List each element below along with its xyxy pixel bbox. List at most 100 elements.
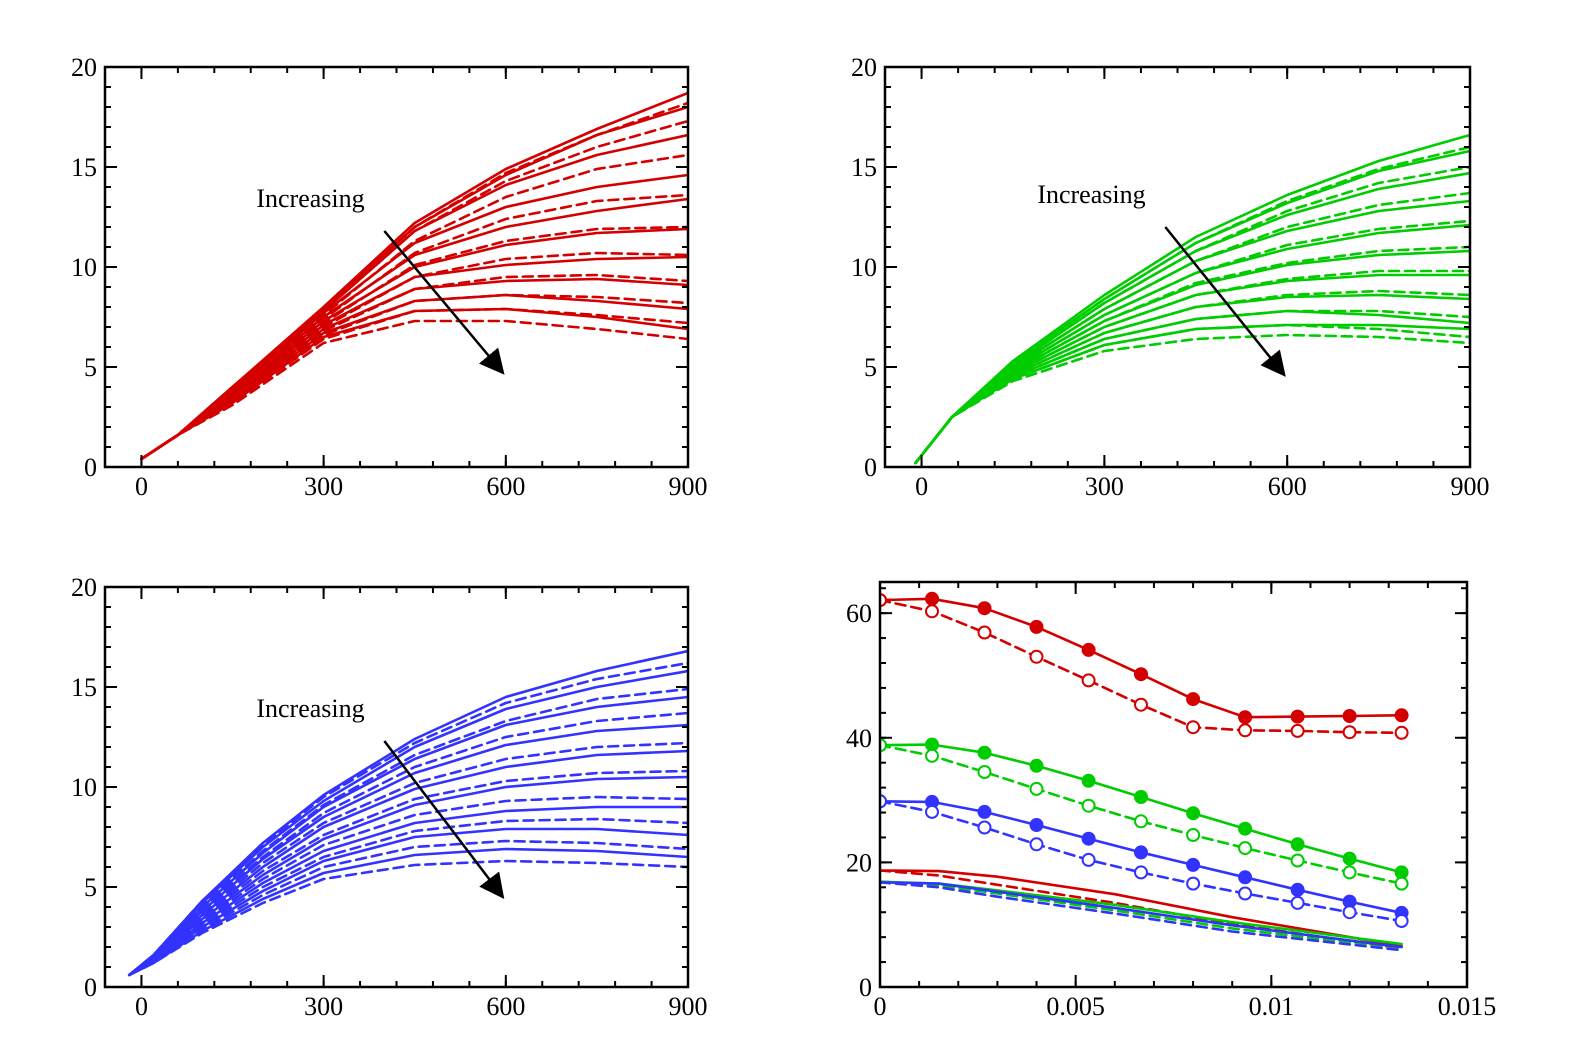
data-point <box>1081 852 1096 867</box>
series-line-20 <box>140 319 688 461</box>
x-tick-label: 0.015 <box>1438 992 1497 1021</box>
x-tick-label: 900 <box>669 992 708 1021</box>
data-point <box>1342 851 1357 866</box>
y-tick-label: 40 <box>846 724 872 753</box>
data-point <box>1134 667 1148 682</box>
series-line-16 <box>128 839 688 977</box>
annotation-arrow <box>1164 226 1286 377</box>
y-tick-label: 10 <box>851 253 877 282</box>
y-tick-label: 20 <box>846 848 872 877</box>
y-tick-label: 10 <box>71 253 97 282</box>
y-tick-label: 20 <box>71 573 97 602</box>
series-line-10 <box>140 225 688 461</box>
data-point <box>880 794 887 809</box>
x-tick-label: 300 <box>1085 472 1124 501</box>
data-point <box>1029 619 1044 634</box>
panel-top-left: 0 300 600 900 0 5 10 15 20 Increasing <box>71 53 708 501</box>
x-tick-label: 0.005 <box>1046 992 1105 1021</box>
y-tick-label: 0 <box>84 453 97 482</box>
x-tick-label: 0 <box>135 472 148 501</box>
data-point <box>1394 876 1409 891</box>
data-point <box>1238 821 1253 836</box>
annotation-arrow <box>383 740 505 899</box>
y-tick-label: 60 <box>846 599 872 628</box>
data-point <box>1290 882 1305 897</box>
panel-bottom-right: 0 0.005 0.01 0.015 0 20 40 60 <box>846 580 1497 1021</box>
series-group <box>914 133 1470 465</box>
data-point <box>1394 725 1409 740</box>
data-point <box>1186 828 1201 842</box>
series-line-19 <box>140 307 688 461</box>
series-line-5 <box>914 171 1470 465</box>
panel-top-right: 0 300 600 900 0 5 10 15 20 Increasing <box>851 53 1490 501</box>
panel-bottom-left: 0 300 600 900 0 5 10 15 20 Increasing <box>71 573 708 1021</box>
series-line-5 <box>128 695 688 977</box>
data-point <box>1081 673 1096 688</box>
y-tick-label: 0 <box>859 973 872 1002</box>
series-line-10 <box>128 769 688 977</box>
data-point <box>1029 818 1044 832</box>
y-tick-label: 5 <box>864 353 877 382</box>
series-line-2 <box>880 598 1403 735</box>
series-line-8 <box>128 741 688 977</box>
data-point <box>1186 720 1201 735</box>
data-point <box>1186 692 1201 707</box>
x-tick-label: 0 <box>915 472 928 501</box>
x-tick-label: 600 <box>1268 472 1307 501</box>
y-tick-label: 20 <box>71 53 97 82</box>
x-tick-label: 600 <box>486 992 525 1021</box>
data-point <box>880 593 887 608</box>
data-point <box>1134 865 1148 880</box>
series-line-18 <box>140 307 688 461</box>
annotation-label: Increasing <box>256 184 364 213</box>
data-point <box>1238 886 1253 901</box>
data-point <box>1394 708 1409 723</box>
data-point <box>1238 841 1253 856</box>
data-point <box>1186 806 1201 821</box>
y-tick-label: 15 <box>851 153 877 182</box>
data-point <box>1081 831 1096 846</box>
data-point <box>925 804 939 819</box>
data-point <box>977 745 992 760</box>
y-tick-label: 5 <box>84 873 97 902</box>
series-line-10 <box>914 245 1470 465</box>
series-line-12 <box>880 880 1403 952</box>
plot-frame <box>883 65 1472 469</box>
data-point <box>1081 798 1096 813</box>
series-group <box>128 649 688 977</box>
series-line-2 <box>914 145 1470 465</box>
data-point <box>977 601 992 616</box>
series-line-4 <box>128 687 688 977</box>
series-line-18 <box>914 323 1470 465</box>
series-line-13 <box>914 273 1470 465</box>
series-line-16 <box>140 293 688 461</box>
y-tick-label: 0 <box>864 453 877 482</box>
y-tick-label: 20 <box>851 53 877 82</box>
x-tick-label: 0 <box>874 992 887 1021</box>
x-tick-label: 0.01 <box>1249 992 1295 1021</box>
series-line-17 <box>140 293 688 461</box>
data-point <box>1290 723 1305 738</box>
y-tick-label: 10 <box>71 773 97 802</box>
series-group <box>880 591 1409 952</box>
data-point <box>1186 857 1201 872</box>
data-point <box>1081 773 1096 788</box>
data-point <box>1342 725 1357 740</box>
y-tick-label: 15 <box>71 153 97 182</box>
plot-frame <box>878 580 1469 989</box>
data-point <box>1290 837 1305 852</box>
data-point <box>1394 914 1409 928</box>
data-point <box>1238 710 1253 725</box>
data-point <box>880 738 887 753</box>
data-point <box>977 804 992 819</box>
annotation-arrow <box>383 230 505 375</box>
series-line-11 <box>140 227 688 461</box>
data-point <box>925 604 939 619</box>
x-tick-label: 900 <box>669 472 708 501</box>
series-line-18 <box>128 859 688 977</box>
data-point <box>1290 709 1305 724</box>
series-line-17 <box>128 847 688 977</box>
annotation-label: Increasing <box>1037 180 1145 209</box>
data-point <box>1134 790 1148 804</box>
data-point <box>925 748 939 763</box>
